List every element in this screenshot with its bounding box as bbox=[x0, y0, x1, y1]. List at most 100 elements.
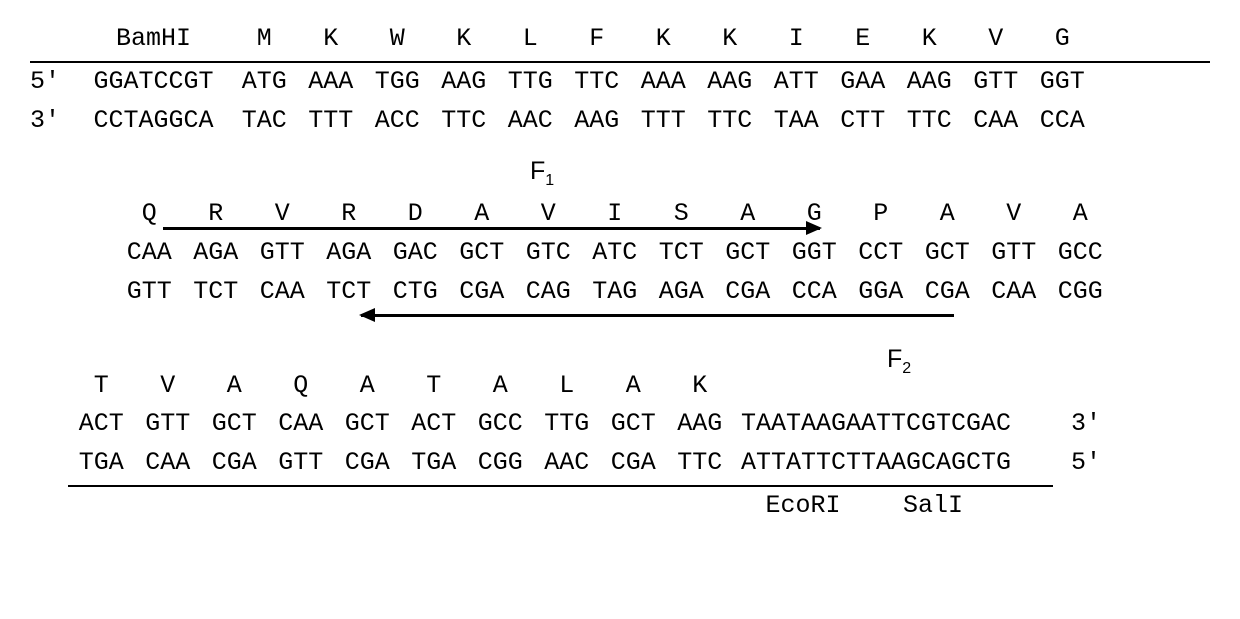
sense-codon: CAA bbox=[268, 405, 335, 444]
restriction-site-sali: SalI bbox=[873, 491, 993, 520]
antisense-first-bases: CCTAGGCA bbox=[76, 102, 231, 141]
antisense-codon: CAA bbox=[135, 444, 202, 483]
antisense-codon: TTC bbox=[896, 102, 963, 141]
aa-residue: T bbox=[401, 367, 468, 406]
aa-header-row-1: BamHI M K W K L F K K I E K V G bbox=[30, 20, 1210, 63]
sense-codon: GCT bbox=[449, 234, 516, 273]
aa-residue: A bbox=[334, 367, 401, 406]
f1-letter: F bbox=[530, 157, 545, 185]
aa-residue: K bbox=[298, 20, 365, 59]
sense-codon: TTC bbox=[564, 63, 631, 102]
antisense-codon: GTT bbox=[268, 444, 335, 483]
sense-codon: GTC bbox=[515, 234, 582, 273]
aa-residue: K bbox=[667, 367, 734, 406]
aa-residue: V bbox=[981, 195, 1048, 234]
antisense-trailer-bases: ATTATTCTTAAGCAGCTG bbox=[733, 444, 1053, 483]
aa-residue: A bbox=[201, 367, 268, 406]
sense-codon: TTG bbox=[534, 405, 601, 444]
sense-codon: GTT bbox=[249, 234, 316, 273]
antisense-codon: TTT bbox=[298, 102, 365, 141]
antisense-codon: CAA bbox=[963, 102, 1030, 141]
sense-codon: GTT bbox=[963, 63, 1030, 102]
antisense-codon: CGA bbox=[715, 273, 782, 312]
aa-residue: V bbox=[135, 367, 202, 406]
sense-codon: ACT bbox=[68, 405, 135, 444]
antisense-codon: CAG bbox=[515, 273, 582, 312]
sense-codon: GCT bbox=[334, 405, 401, 444]
antisense-codon: TCT bbox=[316, 273, 383, 312]
five-prime-label: 5' bbox=[30, 63, 76, 102]
sense-codon: GCT bbox=[715, 234, 782, 273]
sense-first-bases: GGATCCGT bbox=[76, 63, 231, 102]
antisense-codon: CGA bbox=[449, 273, 516, 312]
sense-codon: AAG bbox=[667, 405, 734, 444]
sense-codon: AAG bbox=[431, 63, 498, 102]
f1-sub: 1 bbox=[545, 172, 554, 189]
antisense-codon: CCA bbox=[1029, 102, 1096, 141]
antisense-codon: CAA bbox=[249, 273, 316, 312]
antisense-codon: AGA bbox=[648, 273, 715, 312]
sense-codon: GCT bbox=[914, 234, 981, 273]
sense-codon: CAA bbox=[116, 234, 183, 273]
sense-codon: AAA bbox=[630, 63, 697, 102]
aa-header-row-3: T V A Q A T A L A K bbox=[68, 367, 1210, 406]
antisense-codon: TGA bbox=[401, 444, 468, 483]
sense-codon: CCT bbox=[848, 234, 915, 273]
antisense-codon: CTG bbox=[382, 273, 449, 312]
sense-codon: GCC bbox=[1047, 234, 1114, 273]
antisense-codon: CAA bbox=[981, 273, 1048, 312]
antisense-codon: CGA bbox=[600, 444, 667, 483]
spacer bbox=[68, 491, 733, 520]
aa-residue: K bbox=[697, 20, 764, 59]
antisense-codon: TAG bbox=[582, 273, 649, 312]
sense-codon: GTT bbox=[135, 405, 202, 444]
antisense-codon: AAC bbox=[534, 444, 601, 483]
restriction-site-ecori: EcoRI bbox=[733, 491, 873, 520]
primer-arrow-f1 bbox=[163, 227, 820, 230]
sense-strand-row-2: CAA AGA GTT AGA GAC GCT GTC ATC TCT GCT … bbox=[116, 234, 1210, 273]
aa-residue: A bbox=[600, 367, 667, 406]
three-prime-label: 3' bbox=[30, 102, 76, 141]
primer-label-f1: F1 bbox=[530, 157, 554, 190]
antisense-codon: TGA bbox=[68, 444, 135, 483]
sense-codon: ACT bbox=[401, 405, 468, 444]
sense-strand-row-3: ACT GTT GCT CAA GCT ACT GCC TTG GCT AAG … bbox=[68, 405, 1210, 444]
aa-residue: V bbox=[963, 20, 1030, 59]
aa-residue: G bbox=[1029, 20, 1096, 59]
sense-codon: ATC bbox=[582, 234, 649, 273]
lead-spacer bbox=[30, 20, 76, 59]
antisense-codon: GGA bbox=[848, 273, 915, 312]
antisense-strand-row-2: GTT TCT CAA TCT CTG CGA CAG TAG AGA CGA … bbox=[116, 273, 1210, 312]
aa-residue: L bbox=[534, 367, 601, 406]
sense-codon: TCT bbox=[648, 234, 715, 273]
sense-codon: TTG bbox=[497, 63, 564, 102]
aa-residue: P bbox=[848, 195, 915, 234]
antisense-codon: CCA bbox=[781, 273, 848, 312]
sense-codon: GAC bbox=[382, 234, 449, 273]
sequence-block-1: BamHI M K W K L F K K I E K V G 5' GGATC… bbox=[30, 20, 1210, 140]
aa-residue: A bbox=[914, 195, 981, 234]
sense-codon: AAG bbox=[896, 63, 963, 102]
aa-residue: W bbox=[364, 20, 431, 59]
antisense-codon: ACC bbox=[364, 102, 431, 141]
antisense-codon: AAG bbox=[564, 102, 631, 141]
antisense-codon: CTT bbox=[830, 102, 897, 141]
sense-codon: GAA bbox=[830, 63, 897, 102]
antisense-codon: TTC bbox=[697, 102, 764, 141]
antisense-codon: CGA bbox=[201, 444, 268, 483]
five-prime-end-label: 5' bbox=[1071, 444, 1101, 487]
antisense-codon: AAC bbox=[497, 102, 564, 141]
restriction-site-bamhi: BamHI bbox=[76, 20, 231, 59]
aa-residue: K bbox=[431, 20, 498, 59]
aa-residue: T bbox=[68, 367, 135, 406]
sense-codon: ATG bbox=[231, 63, 298, 102]
sense-codon: GGT bbox=[1029, 63, 1096, 102]
aa-residue: M bbox=[231, 20, 298, 59]
sense-codon: GCT bbox=[201, 405, 268, 444]
sense-codon: ATT bbox=[763, 63, 830, 102]
sense-trailer-bases: TAATAAGAATTCGTCGAC bbox=[733, 405, 1053, 444]
antisense-strand-row-3: TGA CAA CGA GTT CGA TGA CGG AAC CGA TTC … bbox=[68, 444, 1210, 487]
antisense-codon: TAC bbox=[231, 102, 298, 141]
sense-codon: GCT bbox=[600, 405, 667, 444]
primer-arrow-f2 bbox=[361, 314, 954, 317]
